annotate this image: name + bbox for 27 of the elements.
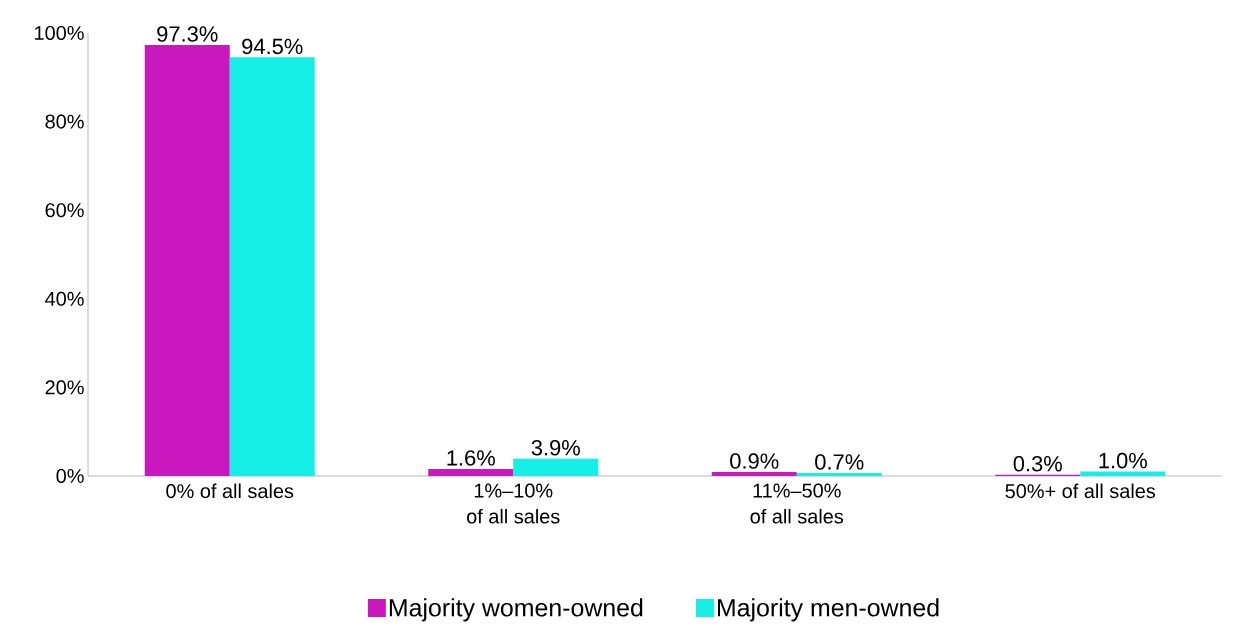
x-tick-label: 50%+ of all sales (1005, 483, 1156, 499)
y-tick-label: 100% (35, 25, 84, 41)
bar (1080, 471, 1166, 476)
x-tick-label: 1%–10% of all sales (467, 483, 560, 524)
data-label: 1.6% (447, 450, 495, 466)
data-label: 0.9% (730, 453, 779, 469)
y-tick-label: 20% (45, 380, 84, 395)
data-label: 94.5% (242, 38, 303, 55)
x-tick-label: 11%–50% of all sales (750, 483, 844, 524)
y-tick-label: 60% (45, 203, 84, 218)
bar (796, 472, 882, 476)
bar (513, 458, 599, 476)
y-tick-label: 40% (45, 291, 84, 306)
data-label: 3.9% (531, 440, 580, 456)
legend-label: Majority women-owned (389, 598, 643, 622)
bar (711, 472, 797, 476)
data-label: 1.0% (1099, 452, 1147, 469)
bar (229, 57, 315, 476)
legend-label: Majority men-owned (717, 598, 939, 622)
y-tick-label: 0% (56, 468, 84, 484)
x-tick-label: 0% of all sales (166, 483, 294, 499)
data-label: 0.3% (1013, 455, 1062, 472)
bar (144, 44, 230, 476)
bar (428, 468, 514, 476)
data-label: 97.3% (157, 26, 218, 42)
data-label: 0.7% (815, 454, 864, 470)
y-tick-label: 80% (45, 114, 84, 129)
